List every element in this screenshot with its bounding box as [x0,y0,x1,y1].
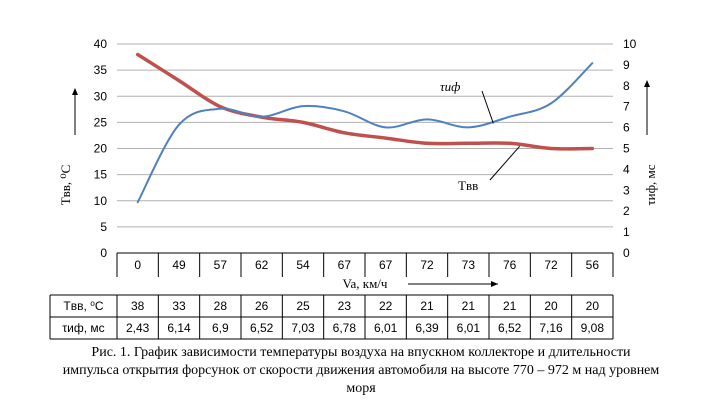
table-cell: 7,03 [291,321,315,335]
right-tick-label: 6 [623,121,630,135]
x-category-label: 57 [214,258,228,272]
table-cell: 7,16 [539,321,563,335]
table-row-label: Tвв, ⁰С [63,299,104,313]
right-tick-label: 8 [623,79,630,93]
table-cell: 6,52 [250,321,274,335]
data-table: 0 49 57 62 54 67 67 72 73 76 72 56 Tвв, ⁰С 38 33 28 26 25… [49,252,614,340]
table-cell: 6,01 [374,321,398,335]
left-tick-label: 25 [94,115,108,129]
x-category-label: 62 [255,258,269,272]
series-line-tvv [135,52,595,151]
table-row-label: τиф, мс [62,321,104,335]
table-cell: 25 [296,299,310,313]
left-tick-label: 40 [94,37,108,51]
table-cell: 6,52 [498,321,522,335]
table-cell: 23 [338,299,352,313]
table-cell: 21 [503,299,517,313]
x-category-label: 56 [586,258,600,272]
table-cell: 6,78 [333,321,357,335]
right-tick-label: 0 [623,246,630,260]
right-tick-label: 10 [623,37,637,51]
x-category-label: 0 [134,258,141,272]
series-lines [135,52,595,204]
left-axis-arrowhead [72,88,78,95]
x-category-label: 72 [544,258,558,272]
table-cell: 26 [255,299,269,313]
table-cell: 20 [544,299,558,313]
x-category-label: 54 [296,258,310,272]
right-tick-label: 5 [623,142,630,156]
table-cell: 22 [379,299,393,313]
x-category-label: 76 [503,258,517,272]
left-axis: 0 5 10 15 20 25 30 35 40 [94,37,108,260]
right-tick-label: 2 [623,204,630,218]
axis-titles: Va, км/ч Tвв, ⁰С τиф, мс [58,80,658,291]
left-axis-title: Tвв, ⁰С [58,165,73,206]
table-cell: 2,43 [126,321,150,335]
table-cell: 20 [586,299,600,313]
table-cell: 28 [214,299,228,313]
right-tick-label: 3 [623,183,630,197]
right-axis: 0 1 2 3 4 5 6 7 8 9 10 [623,37,637,260]
table-cell: 38 [131,299,145,313]
x-axis-title: Va, км/ч [343,276,388,291]
series-line-tif [136,62,594,204]
table-cell: 21 [420,299,434,313]
table-cell: 21 [462,299,476,313]
caption-line-2: импульса открытия форсунок от скорости д… [62,363,660,378]
right-axis-title: τиф, мс [643,164,658,205]
table-cell: 6,39 [415,321,439,335]
x-axis-arrowhead [491,281,498,287]
table-cell: 9,08 [581,321,605,335]
left-tick-label: 10 [94,194,108,208]
series-labels: τиф Tвв [440,79,521,193]
series-label-tvv: Tвв [458,178,478,193]
series-label-tif: τиф [440,79,460,94]
caption-line-1: Рис. 1. График зависимости температуры в… [91,345,631,360]
x-category-label: 67 [338,258,352,272]
left-tick-label: 20 [94,142,108,156]
table-cell: 33 [172,299,186,313]
tif-leader-line [481,90,494,124]
right-tick-label: 9 [623,58,630,72]
x-category-label: 72 [420,258,434,272]
left-tick-label: 0 [100,246,107,260]
left-tick-label: 5 [100,220,107,234]
right-tick-label: 4 [623,162,630,176]
left-tick-label: 30 [94,89,108,103]
x-category-label: 73 [462,258,476,272]
figure-caption: Рис. 1. График зависимости температуры в… [0,344,722,398]
right-tick-label: 7 [623,100,630,114]
table-cell: 6,14 [167,321,191,335]
caption-line-3: моря [346,381,376,396]
right-axis-arrowhead [644,80,650,87]
x-category-label: 49 [172,258,186,272]
left-tick-label: 15 [94,168,108,182]
left-tick-label: 35 [94,63,108,77]
x-category-label: 67 [379,258,393,272]
right-tick-label: 1 [623,225,630,239]
table-cell: 6,9 [212,321,229,335]
tvv-leader-line [489,145,521,181]
table-cell: 6,01 [457,321,481,335]
